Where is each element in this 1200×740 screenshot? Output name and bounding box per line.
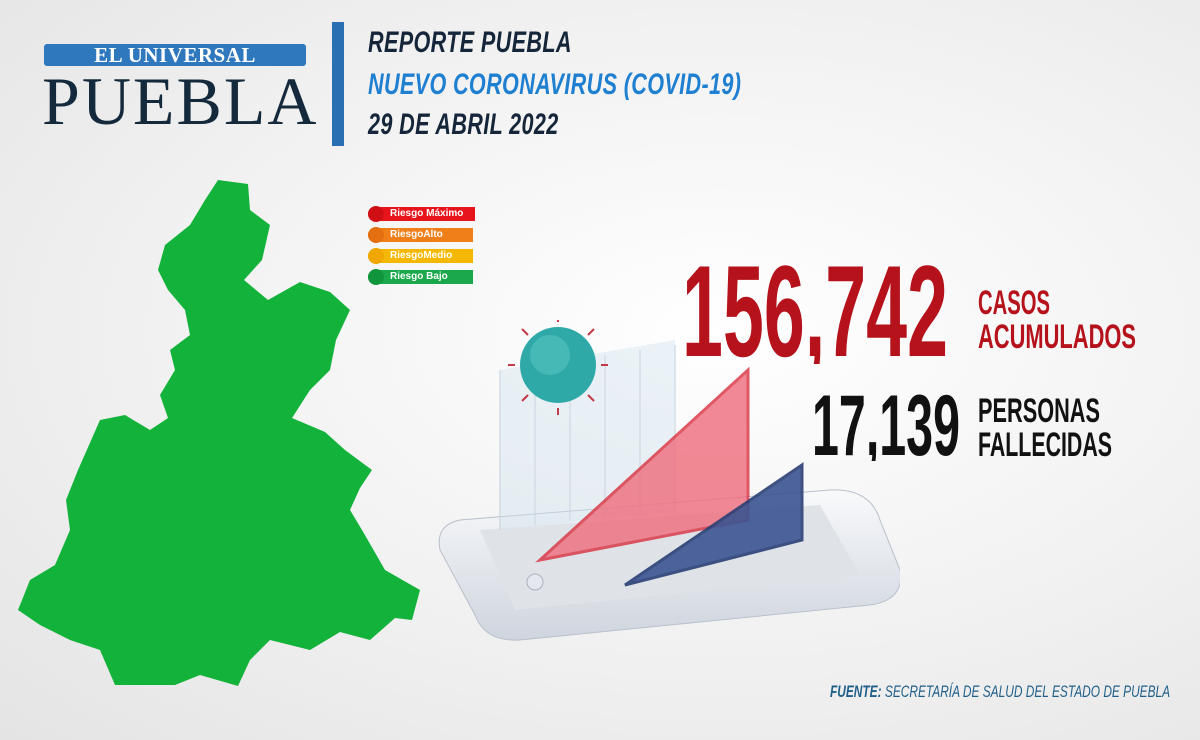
puebla-map xyxy=(18,180,420,686)
tablet-chart-illustration xyxy=(438,320,900,641)
report-date: 29 DE ABRIL 2022 xyxy=(368,108,559,141)
logo-puebla: PUEBLA xyxy=(42,63,319,139)
virus-icon xyxy=(508,320,608,415)
cases-label-line2: ACUMULADOS xyxy=(978,318,1136,356)
cases-label-line1: CASOS xyxy=(978,286,1050,322)
cases-triangle xyxy=(535,366,750,563)
deaths-triangle xyxy=(624,462,804,587)
dot-icon xyxy=(368,269,384,285)
deaths-label-line1: PERSONAS xyxy=(978,394,1100,430)
dot-icon xyxy=(368,206,384,222)
logo-el-universal: EL UNIVERSAL xyxy=(44,44,306,66)
report-subtitle: NUEVO CORONAVIRUS (COVID-19) xyxy=(368,68,742,101)
legend-item-alto: RiesgoAlto xyxy=(368,227,473,243)
cases-label: CASOS ACUMULADOS xyxy=(978,286,1136,356)
cases-value-block: 156,742 xyxy=(682,252,948,364)
dot-icon xyxy=(368,248,384,264)
tablet-home-button xyxy=(526,573,544,591)
dot-icon xyxy=(368,227,384,243)
deaths-value-block: 17,139 xyxy=(812,385,960,461)
puebla-state-shape xyxy=(18,180,420,686)
report-title: REPORTE PUEBLA xyxy=(368,26,572,59)
header-divider xyxy=(332,22,344,146)
deaths-value: 17,139 xyxy=(812,385,960,461)
deaths-label-line2: FALLECIDAS xyxy=(978,426,1112,460)
legend-item-bajo: Riesgo Bajo xyxy=(368,269,473,285)
deaths-label: PERSONAS FALLECIDAS xyxy=(978,394,1112,460)
legend-item-maximo: Riesgo Máximo xyxy=(368,206,475,222)
source-note: FUENTE: SECRETARÍA DE SALUD DEL ESTADO D… xyxy=(830,682,1171,701)
cases-value: 156,742 xyxy=(682,252,948,364)
legend-item-medio: RiesgoMedio xyxy=(368,248,473,264)
